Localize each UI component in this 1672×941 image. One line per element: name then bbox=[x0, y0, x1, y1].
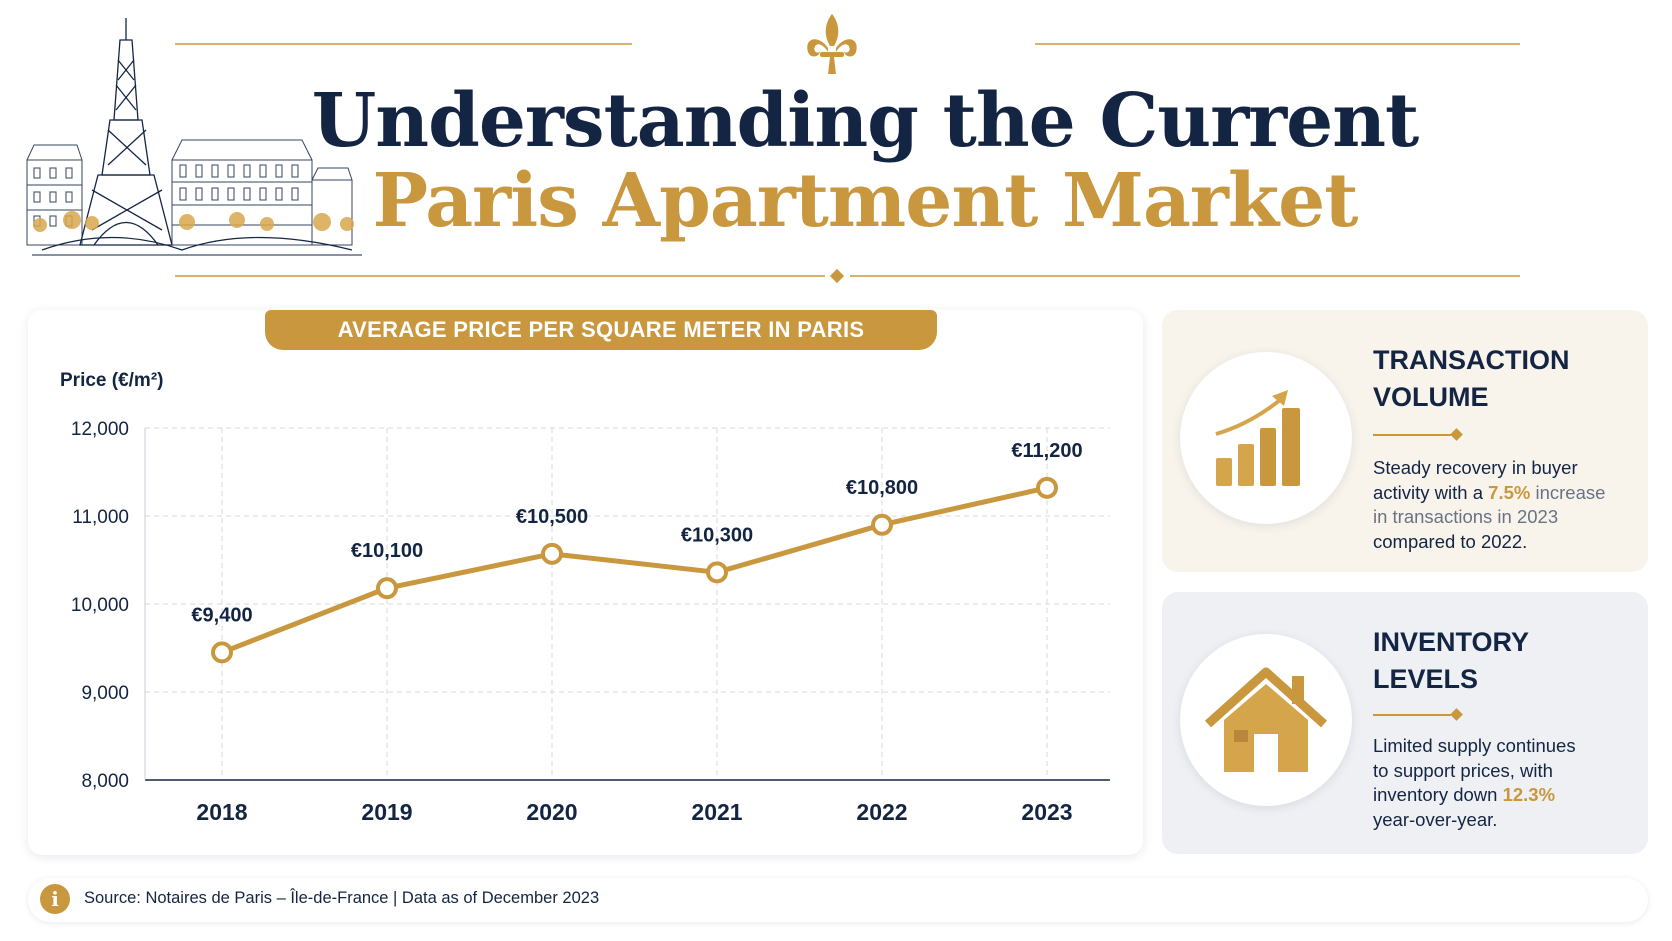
info-icon: i bbox=[40, 884, 70, 914]
data-point bbox=[376, 577, 398, 600]
inventory-title-line2: LEVELS bbox=[1373, 664, 1479, 694]
y-tick-label: 9,000 bbox=[81, 683, 129, 704]
header-rule-top-left bbox=[175, 43, 632, 45]
chart-title-banner: AVERAGE PRICE PER SQUARE METER IN PARIS bbox=[265, 310, 937, 350]
inventory-text-line2: to support prices, with bbox=[1373, 759, 1553, 781]
transaction-highlight: 7.5% bbox=[1488, 481, 1531, 503]
transaction-title: TRANSACTION VOLUME bbox=[1373, 342, 1570, 416]
data-point bbox=[211, 641, 233, 664]
inventory-text-line3a: inventory down bbox=[1373, 784, 1503, 805]
y-tick-label: 8,000 bbox=[81, 771, 129, 792]
inventory-text-line4: year-over-year. bbox=[1373, 808, 1498, 830]
fleur-de-lis-icon bbox=[807, 14, 857, 74]
transaction-description: Steady recovery in buyer activity with a… bbox=[1373, 456, 1638, 554]
inventory-title: INVENTORY LEVELS bbox=[1373, 624, 1529, 698]
inventory-text-line3: inventory down 12.3% bbox=[1373, 783, 1638, 808]
data-point bbox=[1036, 476, 1058, 499]
bar-chart-growth-icon bbox=[1215, 390, 1300, 486]
data-point bbox=[706, 561, 728, 584]
y-tick-label: 10,000 bbox=[71, 595, 129, 616]
data-label: €10,800 bbox=[846, 477, 918, 499]
paris-skyline-illustration bbox=[26, 18, 362, 256]
price-series-line bbox=[221, 485, 1048, 655]
page-title-line1: Understanding the Current bbox=[311, 78, 1419, 164]
header-rule-bottom-left bbox=[175, 275, 825, 277]
transaction-text-line2: activity with a 7.5% increase bbox=[1373, 481, 1638, 506]
header-rule-top-right bbox=[1035, 43, 1520, 45]
data-label: €11,200 bbox=[1011, 440, 1082, 462]
transaction-text-line2b: increase bbox=[1530, 481, 1606, 503]
transaction-text-line3: in transactions in 2023 bbox=[1373, 506, 1559, 527]
source-footer bbox=[28, 878, 1648, 922]
price-line-chart: 8,000 9,000 10,000 11,000 12,000 2018 2019 2020… bbox=[71, 419, 1110, 825]
source-text: Source: Notaires de Paris – Île-de-Franc… bbox=[84, 889, 600, 907]
header-rule-bottom-right bbox=[850, 275, 1520, 277]
data-point bbox=[541, 542, 563, 565]
house-icon bbox=[1204, 667, 1328, 772]
y-tick-label: 11,000 bbox=[72, 507, 129, 528]
header-divider-diamond-icon bbox=[829, 268, 845, 284]
chart-card bbox=[28, 310, 1143, 855]
transaction-text-line1: Steady recovery in buyer bbox=[1373, 457, 1578, 478]
data-label: €10,500 bbox=[516, 506, 588, 528]
inventory-rule bbox=[1373, 714, 1451, 716]
x-tick-label: 2022 bbox=[856, 799, 907, 825]
page-title-line2: Paris Apartment Market bbox=[372, 158, 1359, 244]
inventory-highlight: 12.3% bbox=[1502, 784, 1556, 805]
x-tick-label: 2018 bbox=[196, 799, 247, 825]
transaction-rule bbox=[1373, 434, 1451, 436]
inventory-description: Limited supply continues to support pric… bbox=[1373, 734, 1638, 832]
x-tick-label: 2019 bbox=[361, 799, 412, 825]
transaction-title-line2: VOLUME bbox=[1373, 382, 1489, 412]
y-tick-label: 12,000 bbox=[71, 419, 129, 440]
x-tick-label: 2020 bbox=[526, 799, 577, 825]
data-label: €10,300 bbox=[681, 524, 753, 546]
transaction-icon-circle bbox=[1180, 352, 1352, 524]
x-tick-label: 2021 bbox=[691, 799, 742, 825]
data-label: €10,100 bbox=[351, 540, 423, 562]
inventory-title-line1: INVENTORY bbox=[1373, 627, 1530, 657]
x-tick-label: 2023 bbox=[1021, 799, 1072, 825]
transaction-text-line4: compared to 2022. bbox=[1373, 530, 1528, 552]
inventory-text-line1: Limited supply continues bbox=[1373, 735, 1576, 756]
transaction-text-line2a: activity with a bbox=[1373, 481, 1489, 503]
y-axis-label: Price (€/m²) bbox=[60, 370, 164, 391]
transaction-title-line1: TRANSACTION bbox=[1373, 345, 1570, 375]
data-label: €9,400 bbox=[191, 604, 252, 626]
inventory-icon-circle bbox=[1180, 634, 1352, 806]
data-point bbox=[871, 513, 893, 536]
